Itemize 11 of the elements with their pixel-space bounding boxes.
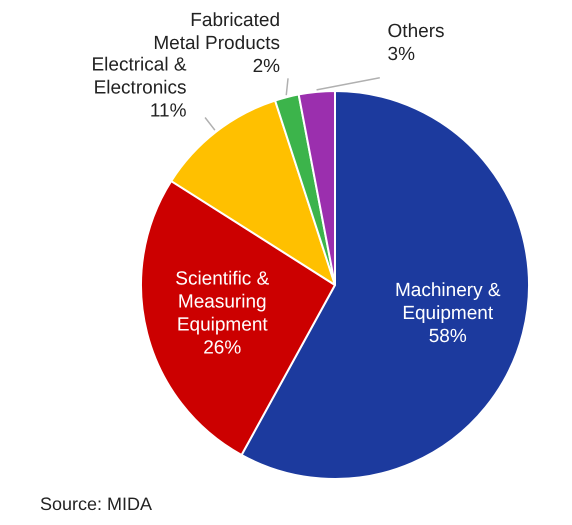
slice-label: Others [388, 21, 445, 42]
slice-label: Scientific & Measuring Equipment [175, 268, 270, 336]
data-label: 26% [203, 338, 242, 359]
data-label: 3% [388, 44, 416, 66]
data-label: 2% [252, 56, 280, 78]
slice-label: Fabricated Metal Products [153, 10, 280, 54]
data-label: 11% [150, 100, 187, 122]
slice-label: Electrical & Electronics [91, 54, 187, 98]
data-label: 58% [428, 326, 467, 348]
source-note: Source: MIDA [40, 494, 152, 515]
slice-label: Machinery & Equipment [394, 280, 501, 324]
